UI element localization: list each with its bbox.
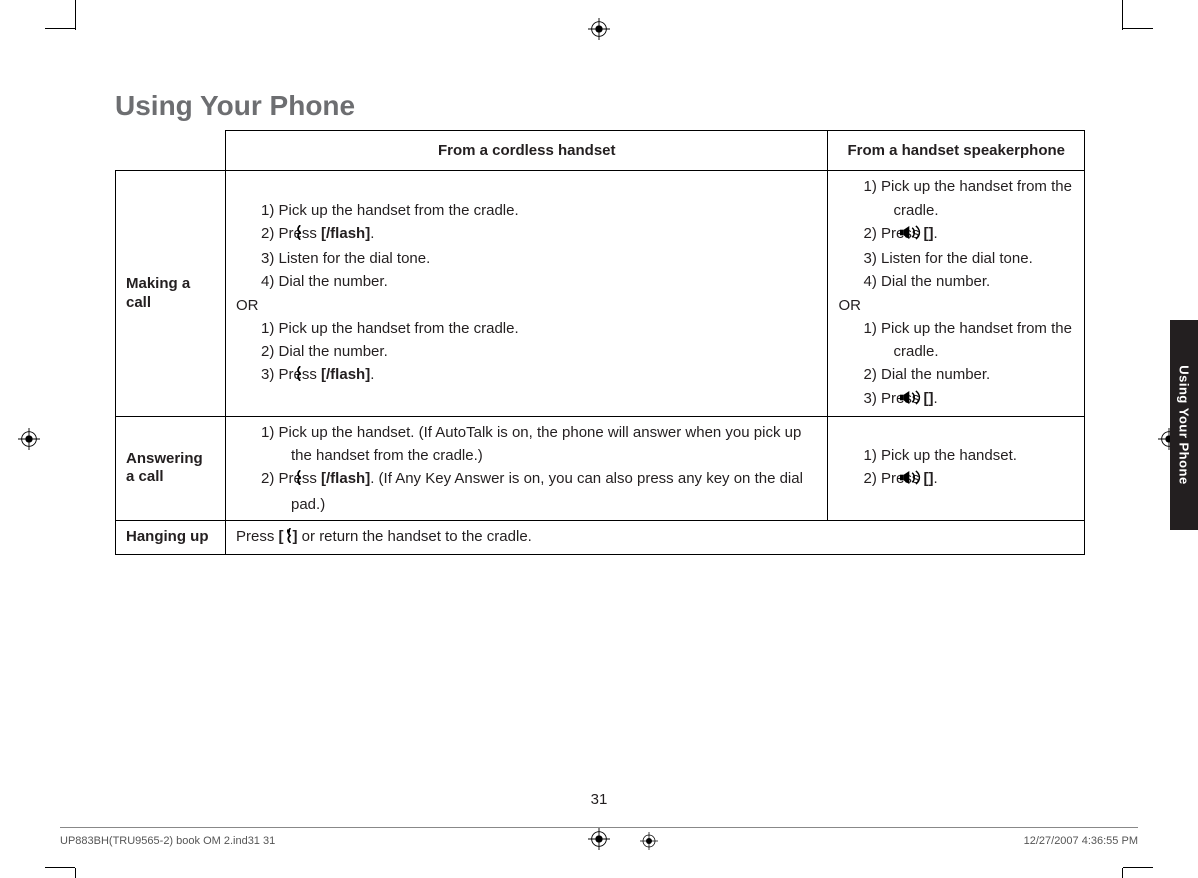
column-header-speaker: From a handset speakerphone (828, 131, 1085, 171)
table-row: Making a call 1) Pick up the handset fro… (116, 171, 1085, 417)
row-header-making: Making a call (116, 171, 226, 417)
step-text: 3) Listen for the dial tone. (838, 247, 1074, 270)
crop-mark (1122, 0, 1123, 30)
page-content: Using Your Phone From a cordless handset… (115, 90, 1085, 555)
step-text: 2) Press [/flash]. (If Any Key Answer is… (236, 467, 817, 516)
page-title: Using Your Phone (115, 90, 1085, 122)
section-tab-label: Using Your Phone (1177, 365, 1192, 484)
cell-hanging: Press [] or return the handset to the cr… (226, 520, 1085, 554)
crop-mark (75, 868, 76, 878)
registration-mark-icon (640, 832, 658, 850)
step-or: OR (838, 294, 1074, 317)
instructions-table: From a cordless handset From a handset s… (115, 130, 1085, 555)
page-number: 31 (591, 791, 608, 808)
crop-mark (75, 0, 76, 30)
footer-filename: UP883BH(TRU9565-2) book OM 2.ind31 31 (60, 835, 275, 847)
step-text: 1) Pick up the handset. (If AutoTalk is … (236, 421, 817, 468)
step-text: 2) Dial the number. (838, 363, 1074, 386)
section-tab: Using Your Phone (1170, 320, 1198, 530)
crop-mark (1122, 868, 1123, 878)
step-text: 3) Press []. (838, 387, 1074, 412)
step-text: 2) Dial the number. (236, 340, 817, 363)
step-text: 3) Press [/flash]. (236, 363, 817, 388)
step-text: 4) Dial the number. (838, 270, 1074, 293)
crop-mark (45, 28, 75, 29)
step-text: 2) Press []. (838, 222, 1074, 247)
crop-mark (45, 867, 75, 868)
row-header-answering: Answering a call (116, 416, 226, 520)
step-text: 1) Pick up the handset from the cradle. (838, 175, 1074, 222)
registration-mark-icon (588, 18, 610, 40)
table-row: Hanging up Press [] or return the handse… (116, 520, 1085, 554)
step-text: 2) Press [/flash]. (236, 222, 817, 247)
step-text: 3) Listen for the dial tone. (236, 247, 817, 270)
step-text: 4) Dial the number. (236, 270, 817, 293)
cell-answering-cordless: 1) Pick up the handset. (If AutoTalk is … (226, 416, 828, 520)
step-text: 1) Pick up the handset. (838, 444, 1074, 467)
cell-answering-speaker: 1) Pick up the handset. 2) Press []. (828, 416, 1085, 520)
crop-mark (1123, 867, 1153, 868)
step-text: 1) Pick up the handset from the cradle. (236, 199, 817, 222)
cell-making-cordless: 1) Pick up the handset from the cradle. … (226, 171, 828, 417)
step-or: OR (236, 294, 817, 317)
row-header-hanging: Hanging up (116, 520, 226, 554)
footer-timestamp: 12/27/2007 4:36:55 PM (1024, 835, 1138, 847)
table-row: Answering a call 1) Pick up the handset.… (116, 416, 1085, 520)
step-text: 1) Pick up the handset from the cradle. (236, 317, 817, 340)
column-header-cordless: From a cordless handset (226, 131, 828, 171)
step-text: 2) Press []. (838, 467, 1074, 492)
registration-mark-icon (18, 428, 40, 450)
print-footer: UP883BH(TRU9565-2) book OM 2.ind31 31 12… (60, 827, 1138, 850)
cell-making-speaker: 1) Pick up the handset from the cradle. … (828, 171, 1085, 417)
end-call-icon (284, 527, 293, 550)
step-text: 1) Pick up the handset from the cradle. (838, 317, 1074, 364)
crop-mark (1123, 28, 1153, 29)
